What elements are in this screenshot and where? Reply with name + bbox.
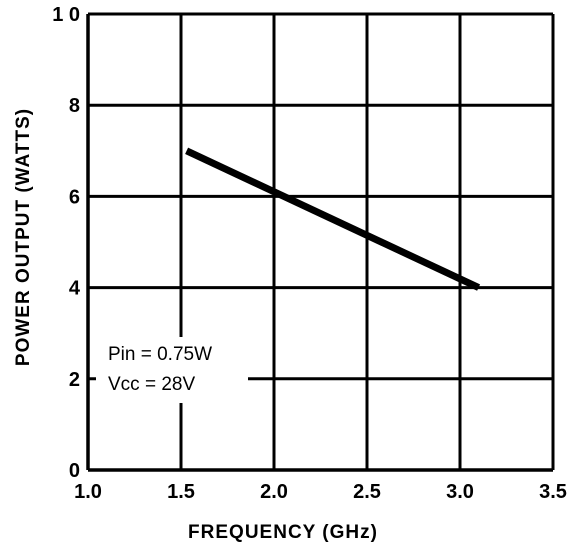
series [185, 147, 481, 291]
annotation-background [96, 337, 248, 403]
x-tick-label: 2.5 [353, 481, 381, 503]
y-tick-label: 0 [69, 460, 80, 482]
y-tick-label: 1 0 [52, 4, 80, 26]
y-tick-label: 8 [69, 95, 80, 117]
y-tick-label: 2 [69, 369, 80, 391]
tick-labels: 1.0 1.5 2.0 2.5 3.0 3.5 0 2 4 6 8 1 0 [52, 4, 567, 503]
x-tick-label: 1.0 [74, 481, 102, 503]
y-axis-title: POWER OUTPUT (WATTS) [13, 108, 34, 366]
x-tick-label: 2.0 [260, 481, 288, 503]
annotation-box: Pin = 0.75W Vcc = 28V [96, 337, 248, 403]
annotation-pin: Pin = 0.75W [108, 344, 212, 365]
series-line [185, 147, 481, 291]
x-tick-label: 3.0 [446, 481, 474, 503]
y-tick-label: 4 [69, 278, 81, 300]
y-tick-label: 6 [69, 186, 80, 208]
annotation-vcc: Vcc = 28V [108, 374, 195, 395]
x-axis-title: FREQUENCY (GHz) [188, 522, 378, 543]
x-tick-label: 1.5 [167, 481, 195, 503]
x-tick-label: 3.5 [539, 481, 567, 503]
axes [86, 12, 555, 472]
